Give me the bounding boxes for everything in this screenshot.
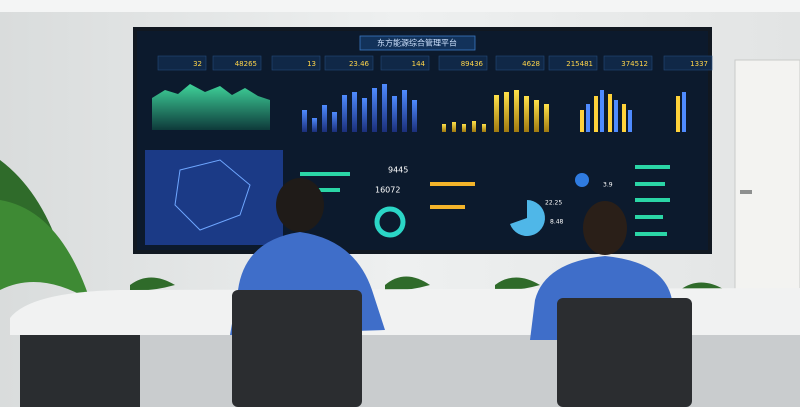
kpi-box (212, 55, 262, 71)
kpi-value: 89436 (461, 60, 484, 68)
kpi-box (324, 55, 374, 71)
kpi-box (438, 55, 488, 71)
screen-title: 东方能源综合管理平台 (377, 38, 457, 48)
chair (557, 298, 692, 407)
kpi-box (663, 55, 713, 71)
kpi-box (380, 55, 430, 71)
map-outline (174, 159, 251, 231)
kpi-value: 32 (193, 60, 202, 68)
readout: 22.25 (545, 200, 562, 207)
kpi-box (548, 55, 598, 71)
door (734, 59, 800, 301)
kpi-value: 144 (412, 60, 426, 68)
chair (232, 290, 362, 407)
readout: 9445 (388, 166, 408, 175)
progress-bars (300, 165, 670, 236)
mixed-bar-chart (580, 90, 686, 132)
readout: 8.48 (550, 219, 564, 226)
door-handle (740, 190, 752, 194)
donut (374, 206, 406, 238)
yellow-bar-chart (442, 90, 549, 132)
title-box (359, 35, 476, 51)
desk-panel (20, 335, 140, 407)
kpi-value: 23.46 (349, 60, 370, 68)
plants (0, 160, 725, 300)
kpi-value: 13 (307, 60, 316, 68)
kpi-value: 374512 (621, 60, 648, 68)
kpi-box (603, 55, 653, 71)
ceiling (0, 0, 800, 12)
blue-bar-chart (302, 84, 417, 132)
kpi-row: 32 48265 13 23.46 144 89436 4628 215481 374512 13… (157, 55, 713, 71)
kpi-box (495, 55, 545, 71)
pie (510, 200, 545, 236)
readout: 3.9 (603, 182, 613, 189)
area-chart (152, 84, 270, 130)
map (145, 150, 283, 245)
kpi-value: 215481 (566, 60, 593, 68)
kpi-value: 1337 (690, 60, 708, 68)
kpi-value: 48265 (235, 60, 257, 68)
readout: 16072 (375, 186, 400, 195)
kpi-value: 4628 (522, 60, 540, 68)
gauge (575, 173, 589, 187)
kpi-box (157, 55, 207, 71)
kpi-box (271, 55, 321, 71)
